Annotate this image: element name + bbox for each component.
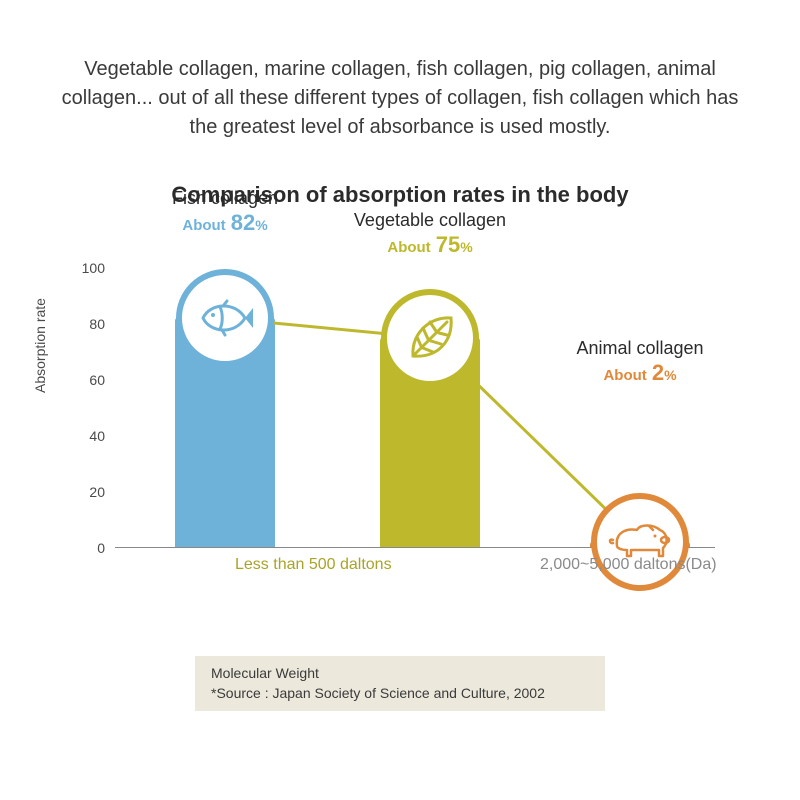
plot-area	[115, 268, 715, 548]
pig-icon-circle	[591, 493, 689, 591]
bar-label-vegetable: Vegetable collagen	[350, 210, 510, 231]
bar-value-animal: About 2%	[570, 360, 710, 386]
x-category-0: Less than 500 daltons	[235, 556, 392, 574]
footer-mw: Molecular Weight	[211, 664, 589, 684]
ytick-40: 40	[75, 428, 105, 444]
bar-label-animal: Animal collagen	[560, 338, 720, 359]
leaf-icon-circle	[381, 289, 479, 387]
intro-paragraph: Vegetable collagen, marine collagen, fis…	[0, 0, 800, 172]
bar-value-fish: About 82%	[155, 210, 295, 236]
ytick-20: 20	[75, 484, 105, 500]
fish-icon	[195, 293, 255, 343]
bar-value-vegetable: About 75%	[360, 232, 500, 258]
footer-source-box: Molecular Weight *Source : Japan Society…	[195, 656, 605, 711]
fish-icon-circle	[176, 269, 274, 367]
x-category-1: 2,000~5,000 daltons(Da)	[540, 556, 717, 574]
chart-area: Absorption rate 0 20 40 60 80 100	[60, 228, 740, 628]
ytick-100: 100	[75, 260, 105, 276]
footer-source: *Source : Japan Society of Science and C…	[211, 684, 589, 704]
ytick-60: 60	[75, 372, 105, 388]
ytick-0: 0	[75, 540, 105, 556]
leaf-icon	[403, 311, 458, 366]
chart-title: Comparison of absorption rates in the bo…	[0, 182, 800, 208]
y-axis-label: Absorption rate	[32, 298, 48, 393]
bar-label-fish: Fish collagen	[145, 188, 305, 209]
ytick-80: 80	[75, 316, 105, 332]
